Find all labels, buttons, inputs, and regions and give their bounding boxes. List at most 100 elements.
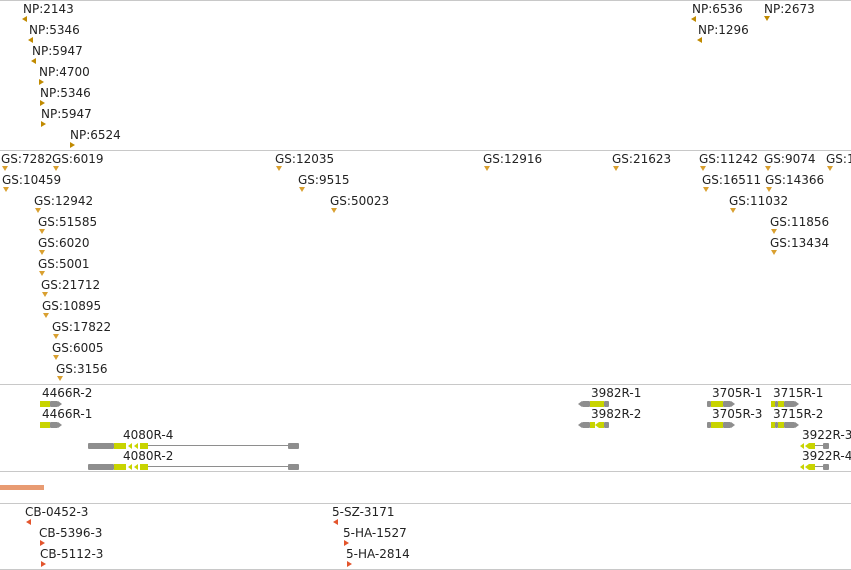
forward-strand-marker-icon (344, 540, 349, 546)
feature-label: GS:12035 (275, 152, 335, 166)
gene-model[interactable]: 3715R-2 (771, 407, 831, 428)
reverse-strand-marker-icon (26, 519, 31, 525)
coverage-bar[interactable] (0, 485, 44, 490)
strand-arrow-icon (134, 464, 138, 470)
gene-exon (809, 443, 815, 449)
strand-arrow-icon (805, 464, 809, 470)
gene-utr (707, 401, 711, 407)
position-marker-icon (331, 208, 337, 213)
feature-label: GS:17822 (52, 320, 112, 334)
position-marker-icon (276, 166, 282, 171)
feature-label: CB-5396-3 (39, 526, 103, 540)
forward-strand-marker-icon (41, 121, 46, 127)
feature-label: GS:9074 (764, 152, 816, 166)
gene-label: 4466R-2 (42, 386, 93, 400)
gene-model[interactable]: 4080R-2 (88, 449, 300, 470)
feature-label: GS:12916 (483, 152, 543, 166)
feature-label: NP:5947 (32, 44, 83, 58)
position-marker-icon (35, 208, 41, 213)
feature-label: GS:21712 (41, 278, 101, 292)
gene-utr (775, 401, 778, 407)
gene-model[interactable]: 4080R-4 (88, 428, 300, 449)
reverse-strand-marker-icon (697, 37, 702, 43)
reverse-strand-marker-icon (28, 37, 33, 43)
strand-arrow-icon (731, 401, 735, 407)
gene-exon (711, 401, 723, 407)
strand-arrow-icon (578, 401, 582, 407)
gene-model[interactable]: 3715R-1 (771, 386, 831, 407)
feature-label: NP:5346 (29, 23, 80, 37)
gene-exon (114, 464, 126, 470)
gene-model[interactable]: 3705R-3 (707, 407, 767, 428)
feature-label: GS:12942 (34, 194, 94, 208)
gene-model[interactable]: 3705R-1 (707, 386, 767, 407)
gene-utr (50, 401, 58, 407)
gene-utr (604, 422, 609, 428)
feature-label: GS:9515 (298, 173, 350, 187)
feature-label: GS:10895 (42, 299, 102, 313)
strand-arrow-icon (134, 443, 138, 449)
gene-label: 4080R-2 (123, 449, 174, 463)
gene-utr (784, 422, 795, 428)
position-marker-icon (700, 166, 706, 171)
feature-label: CB-5112-3 (40, 547, 104, 561)
feature-label: GS:11032 (729, 194, 789, 208)
track-separator (0, 0, 851, 1)
position-marker-icon (39, 229, 45, 234)
feature-label: GS:11242 (699, 152, 759, 166)
gene-model[interactable]: 3922R-3 (800, 428, 851, 449)
gene-model[interactable]: 3922R-4 (800, 449, 851, 470)
gene-utr (582, 401, 590, 407)
strand-arrow-icon (128, 464, 132, 470)
gene-utr (88, 464, 114, 470)
feature-label: NP:6536 (692, 2, 743, 16)
position-marker-icon (3, 187, 9, 192)
feature-label: GS:6020 (38, 236, 90, 250)
gene-utr (604, 401, 609, 407)
position-marker-icon (765, 166, 771, 171)
gene-exon (40, 401, 50, 407)
position-marker-icon (484, 166, 490, 171)
forward-strand-marker-icon (39, 79, 44, 85)
reverse-strand-marker-icon (691, 16, 696, 22)
forward-strand-marker-icon (40, 540, 45, 546)
forward-strand-marker-icon (347, 561, 352, 567)
gene-utr (775, 422, 778, 428)
feature-label: GS:5001 (38, 257, 90, 271)
feature-label: NP:2143 (23, 2, 74, 16)
feature-label: GS:6005 (52, 341, 104, 355)
strand-arrow-icon (795, 401, 799, 407)
gene-label: 3715R-1 (773, 386, 824, 400)
feature-label: GS:11856 (770, 215, 830, 229)
reverse-strand-marker-icon (31, 58, 36, 64)
gene-exon (114, 443, 126, 449)
feature-label: GS:6019 (52, 152, 104, 166)
gene-intron (148, 466, 288, 467)
gene-exon (40, 422, 50, 428)
feature-label: GS:7282 (1, 152, 53, 166)
gene-model[interactable]: 3982R-1 (578, 386, 641, 407)
reverse-strand-marker-icon (22, 16, 27, 22)
position-marker-icon (766, 187, 772, 192)
position-marker-icon (771, 229, 777, 234)
feature-label: GS:3156 (56, 362, 108, 376)
gene-exon (809, 464, 815, 470)
gene-utr (50, 422, 58, 428)
gene-model[interactable]: 3982R-2 (578, 407, 641, 428)
position-marker-icon (703, 187, 709, 192)
gene-intron (815, 445, 823, 446)
track-separator (0, 471, 851, 472)
forward-strand-marker-icon (70, 142, 75, 148)
gene-label: 3982R-2 (591, 407, 642, 421)
gene-label: 3705R-1 (712, 386, 763, 400)
position-marker-icon (53, 166, 59, 171)
gene-utr (582, 422, 590, 428)
feature-label: 5-HA-1527 (343, 526, 407, 540)
track-separator (0, 503, 851, 504)
position-marker-icon (39, 271, 45, 276)
position-marker-icon (42, 292, 48, 297)
gene-exon (771, 422, 775, 428)
strand-arrow-icon (58, 401, 62, 407)
strand-arrow-icon (800, 443, 804, 449)
strand-arrow-icon (128, 443, 132, 449)
